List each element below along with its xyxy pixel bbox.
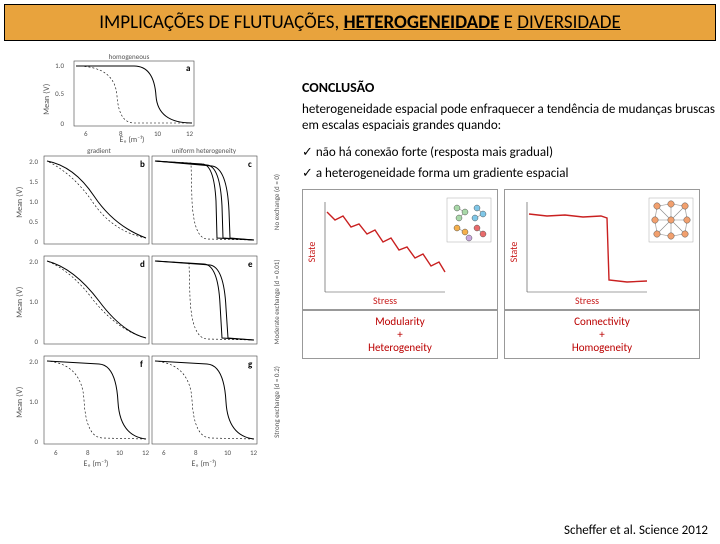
svg-text:10: 10 (116, 448, 124, 457)
svg-text:2.0: 2.0 (29, 357, 38, 366)
panels-bc: gradient uniform heterogeneity b 2.0 1.5… (4, 144, 294, 254)
svg-text:1.0: 1.0 (29, 197, 38, 206)
page-title: IMPLICAÇÕES DE FLUTUAÇÕES, HETEROGENEIDA… (15, 11, 705, 34)
svg-text:1.0: 1.0 (55, 61, 64, 70)
svg-text:0: 0 (34, 437, 38, 446)
diagram-right: State Stress (507, 192, 697, 307)
svg-text:Stress: Stress (575, 294, 599, 307)
svg-text:E₀ (m⁻¹): E₀ (m⁻¹) (84, 459, 109, 469)
bullet-1: a heterogeneidade forma um gradiente esp… (302, 166, 716, 181)
svg-text:0.5: 0.5 (55, 89, 64, 98)
right-content: CONCLUSÃO heterogeneidade espacial pode … (302, 49, 716, 472)
svg-text:f: f (140, 359, 143, 370)
y-label-a: Mean ⟨V⟩ (42, 83, 52, 114)
svg-text:12: 12 (186, 129, 194, 138)
x-label-a: E₀ (m⁻¹) (120, 135, 145, 144)
title-post: DIVERSIDADE (517, 11, 621, 34)
title-mid: E (499, 11, 517, 34)
svg-text:1.0: 1.0 (29, 297, 38, 306)
svg-text:Stress: Stress (373, 294, 397, 307)
diagram-left-wrap: State Stress (302, 189, 498, 359)
svg-text:c: c (248, 159, 252, 170)
row-label-2: Strong exchange (d = 0.2) (272, 366, 281, 438)
svg-text:Mean ⟨V⟩: Mean ⟨V⟩ (15, 186, 25, 217)
panels-de: d 2.0 1.0 0 e Mean ⟨V⟩ Moderate exchange… (4, 254, 294, 354)
left-charts: homogeneous a 1.0 0.5 0 6 8 10 12 Mean ⟨… (4, 49, 294, 472)
svg-text:0: 0 (34, 337, 38, 346)
svg-text:1.0: 1.0 (29, 397, 38, 406)
title-bar: IMPLICAÇÕES DE FLUTUAÇÕES, HETEROGENEIDA… (4, 4, 716, 41)
row-label-1: Moderate exchange (d = 0.01) (272, 260, 281, 345)
panel-a: homogeneous a 1.0 0.5 0 6 8 10 12 Mean ⟨… (4, 49, 264, 144)
svg-text:State: State (305, 241, 318, 262)
svg-text:g: g (248, 359, 253, 370)
title-pre: IMPLICAÇÕES DE FLUTUAÇÕES, (99, 11, 343, 34)
diagram-right-caption: Connectivity + Homogeneity (504, 310, 700, 359)
col-label-gradient: gradient (87, 146, 111, 155)
svg-text:b: b (140, 159, 145, 170)
bullet-0: não há conexão forte (resposta mais grad… (302, 145, 716, 160)
svg-text:6: 6 (162, 448, 166, 457)
svg-text:2.0: 2.0 (29, 257, 38, 266)
conclusion-heading: CONCLUSÃO (302, 79, 716, 96)
svg-text:10: 10 (154, 129, 162, 138)
svg-text:1.5: 1.5 (29, 177, 38, 186)
svg-text:2.0: 2.0 (29, 157, 38, 166)
svg-text:10: 10 (224, 448, 232, 457)
panel-label-a: a (186, 63, 190, 74)
svg-text:6: 6 (54, 448, 58, 457)
svg-text:e: e (248, 259, 253, 270)
svg-text:6: 6 (84, 129, 88, 138)
svg-text:8: 8 (194, 448, 198, 457)
diagrams-row: State Stress (302, 189, 716, 359)
row-label-0: No exchange (d = 0) (272, 174, 281, 230)
citation: Scheffer et al. Science 2012 (564, 523, 708, 538)
svg-text:0: 0 (34, 237, 38, 246)
svg-text:8: 8 (86, 448, 90, 457)
svg-text:E₀ (m⁻¹): E₀ (m⁻¹) (192, 459, 217, 469)
diagram-right-wrap: State Stress (504, 189, 700, 359)
svg-text:0.5: 0.5 (29, 217, 38, 226)
panels-fg: f 2.0 1.0 0 6 8 10 12 g 6 8 (4, 354, 294, 472)
svg-text:12: 12 (142, 448, 150, 457)
svg-text:Mean ⟨V⟩: Mean ⟨V⟩ (15, 286, 25, 317)
svg-text:12: 12 (250, 448, 258, 457)
svg-text:State: State (507, 241, 520, 262)
conclusion-text: heterogeneidade espacial pode enfraquece… (302, 102, 716, 135)
top-label: homogeneous (109, 52, 150, 61)
col-label-uniform: uniform heterogeneity (172, 146, 237, 155)
diagram-left-caption: Modularity + Heterogeneity (302, 310, 498, 359)
svg-text:Mean ⟨V⟩: Mean ⟨V⟩ (15, 386, 25, 417)
svg-text:d: d (140, 259, 145, 270)
title-bold: HETEROGENEIDADE (344, 11, 500, 34)
diagram-left: State Stress (305, 192, 495, 307)
svg-text:0: 0 (60, 119, 64, 128)
